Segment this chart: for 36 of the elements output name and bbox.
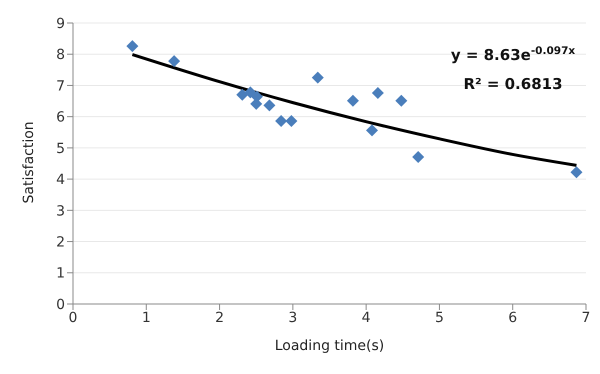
point bbox=[412, 150, 424, 163]
point bbox=[372, 86, 384, 99]
y-tick-label: 7 bbox=[56, 78, 65, 94]
x-tick-label: 7 bbox=[582, 310, 590, 326]
y-tick-label: 9 bbox=[56, 16, 65, 32]
y-tick-label: 6 bbox=[56, 110, 66, 126]
point bbox=[236, 88, 248, 101]
point bbox=[275, 115, 288, 128]
x-tick-label: 1 bbox=[142, 310, 151, 326]
x-tick-label: 6 bbox=[508, 310, 518, 326]
point bbox=[168, 55, 180, 68]
point bbox=[366, 124, 378, 136]
point bbox=[244, 86, 256, 98]
point bbox=[346, 94, 359, 107]
y-tick-label: 4 bbox=[56, 172, 66, 188]
y-tick-label: 3 bbox=[56, 203, 65, 220]
y-tick-label: 1 bbox=[56, 266, 65, 282]
x-tick-label: 5 bbox=[434, 310, 444, 326]
point bbox=[263, 99, 276, 112]
point bbox=[285, 115, 298, 128]
x-tick-label: 2 bbox=[215, 310, 224, 326]
y-axis-title: Satisfaction bbox=[20, 121, 37, 204]
x-tick-label: 0 bbox=[68, 310, 78, 326]
x-tick-label: 3 bbox=[288, 310, 298, 326]
point bbox=[312, 72, 324, 84]
x-axis-title: Loading time(s) bbox=[274, 338, 384, 354]
y-tick-label: 2 bbox=[56, 234, 65, 251]
annotation: R² = 0.6813 bbox=[463, 75, 563, 93]
y-tick-label: 0 bbox=[56, 296, 65, 313]
point bbox=[395, 94, 408, 107]
y-tick-label: 8 bbox=[56, 47, 65, 64]
point bbox=[126, 40, 138, 52]
annotation: y = 8.63e$^{-0.097x}$ bbox=[450, 45, 576, 64]
x-tick-label: 4 bbox=[362, 310, 371, 326]
y-tick-label: 5 bbox=[56, 140, 65, 157]
point bbox=[570, 166, 582, 178]
